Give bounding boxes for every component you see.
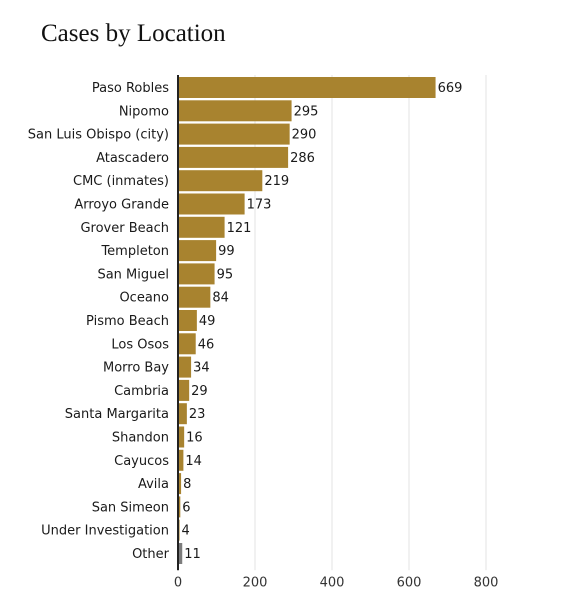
bar-morro-bay (178, 356, 192, 378)
bar-shandon (178, 426, 185, 448)
category-label: Morro Bay (103, 361, 169, 376)
category-label: Grover Beach (80, 221, 169, 236)
value-label: 669 (438, 81, 463, 96)
bar-other (178, 543, 183, 564)
bar-cmc-inmates (178, 170, 263, 192)
value-label: 286 (290, 151, 315, 166)
category-label: Pismo Beach (86, 314, 169, 329)
value-label: 4 (182, 524, 190, 539)
value-label: 46 (198, 337, 215, 352)
value-label: 16 (186, 431, 203, 446)
bar-los-osos (178, 333, 196, 355)
value-label: 23 (189, 407, 206, 422)
category-label: Arroyo Grande (74, 198, 169, 213)
category-label: Santa Margarita (65, 407, 169, 422)
labels: 0 200 400 600 800 Paso Robles 669 Nipomo 295 San … (28, 81, 499, 590)
x-tick-label-200: 200 (243, 575, 268, 590)
bar-paso-robles (178, 77, 436, 98)
bar-grover-beach (178, 216, 225, 238)
category-label: Cambria (114, 384, 169, 399)
value-label: 121 (227, 221, 252, 236)
value-label: 34 (193, 361, 210, 376)
x-tick-label-400: 400 (320, 575, 345, 590)
bar-san-miguel (178, 263, 215, 285)
bar-san-simeon (178, 496, 181, 518)
category-label: Under Investigation (41, 524, 169, 539)
value-label: 84 (212, 291, 229, 306)
category-label: Cayucos (114, 454, 169, 469)
bar-cayucos (178, 449, 184, 471)
category-label: Templeton (100, 244, 169, 259)
category-label: Los Osos (111, 337, 169, 352)
value-label: 6 (182, 500, 190, 515)
grid-lines (254, 75, 487, 571)
value-label: 295 (294, 104, 319, 119)
value-label: 29 (191, 384, 208, 399)
bar-nipomo (178, 100, 292, 122)
x-tick-label-600: 600 (397, 575, 422, 590)
x-tick-label-0: 0 (174, 575, 182, 590)
category-label: Atascadero (96, 151, 169, 166)
value-label: 219 (264, 174, 289, 189)
bars (178, 77, 436, 564)
bar-oceano (178, 286, 211, 308)
value-label: 49 (199, 314, 216, 329)
category-label: CMC (inmates) (73, 174, 169, 189)
bar-arroyo-grande (178, 193, 245, 215)
bar-pismo-beach (178, 310, 197, 331)
category-label: Oceano (119, 291, 169, 306)
value-label: 173 (247, 198, 272, 213)
category-label: Avila (138, 477, 169, 492)
value-label: 99 (218, 244, 235, 259)
value-label: 11 (184, 547, 201, 562)
category-label: Paso Robles (92, 81, 169, 96)
value-label: 14 (185, 454, 202, 469)
bar-avila (178, 473, 182, 495)
category-label: Other (132, 547, 170, 562)
chart-title: Cases by Location (41, 20, 226, 47)
value-label: 95 (217, 267, 234, 282)
category-label: San Simeon (92, 500, 169, 515)
bar-san-luis-obispo-city (178, 123, 290, 145)
category-label: San Luis Obispo (city) (28, 128, 169, 143)
bar-santa-margarita (178, 403, 187, 425)
x-tick-label-800: 800 (474, 575, 499, 590)
bar-cambria (178, 379, 190, 401)
value-label: 290 (292, 128, 317, 143)
bar-templeton (178, 240, 217, 262)
bar-atascadero (178, 146, 289, 168)
category-label: San Miguel (97, 267, 169, 282)
category-label: Nipomo (119, 104, 169, 119)
category-label: Shandon (112, 431, 169, 446)
value-label: 8 (183, 477, 191, 492)
